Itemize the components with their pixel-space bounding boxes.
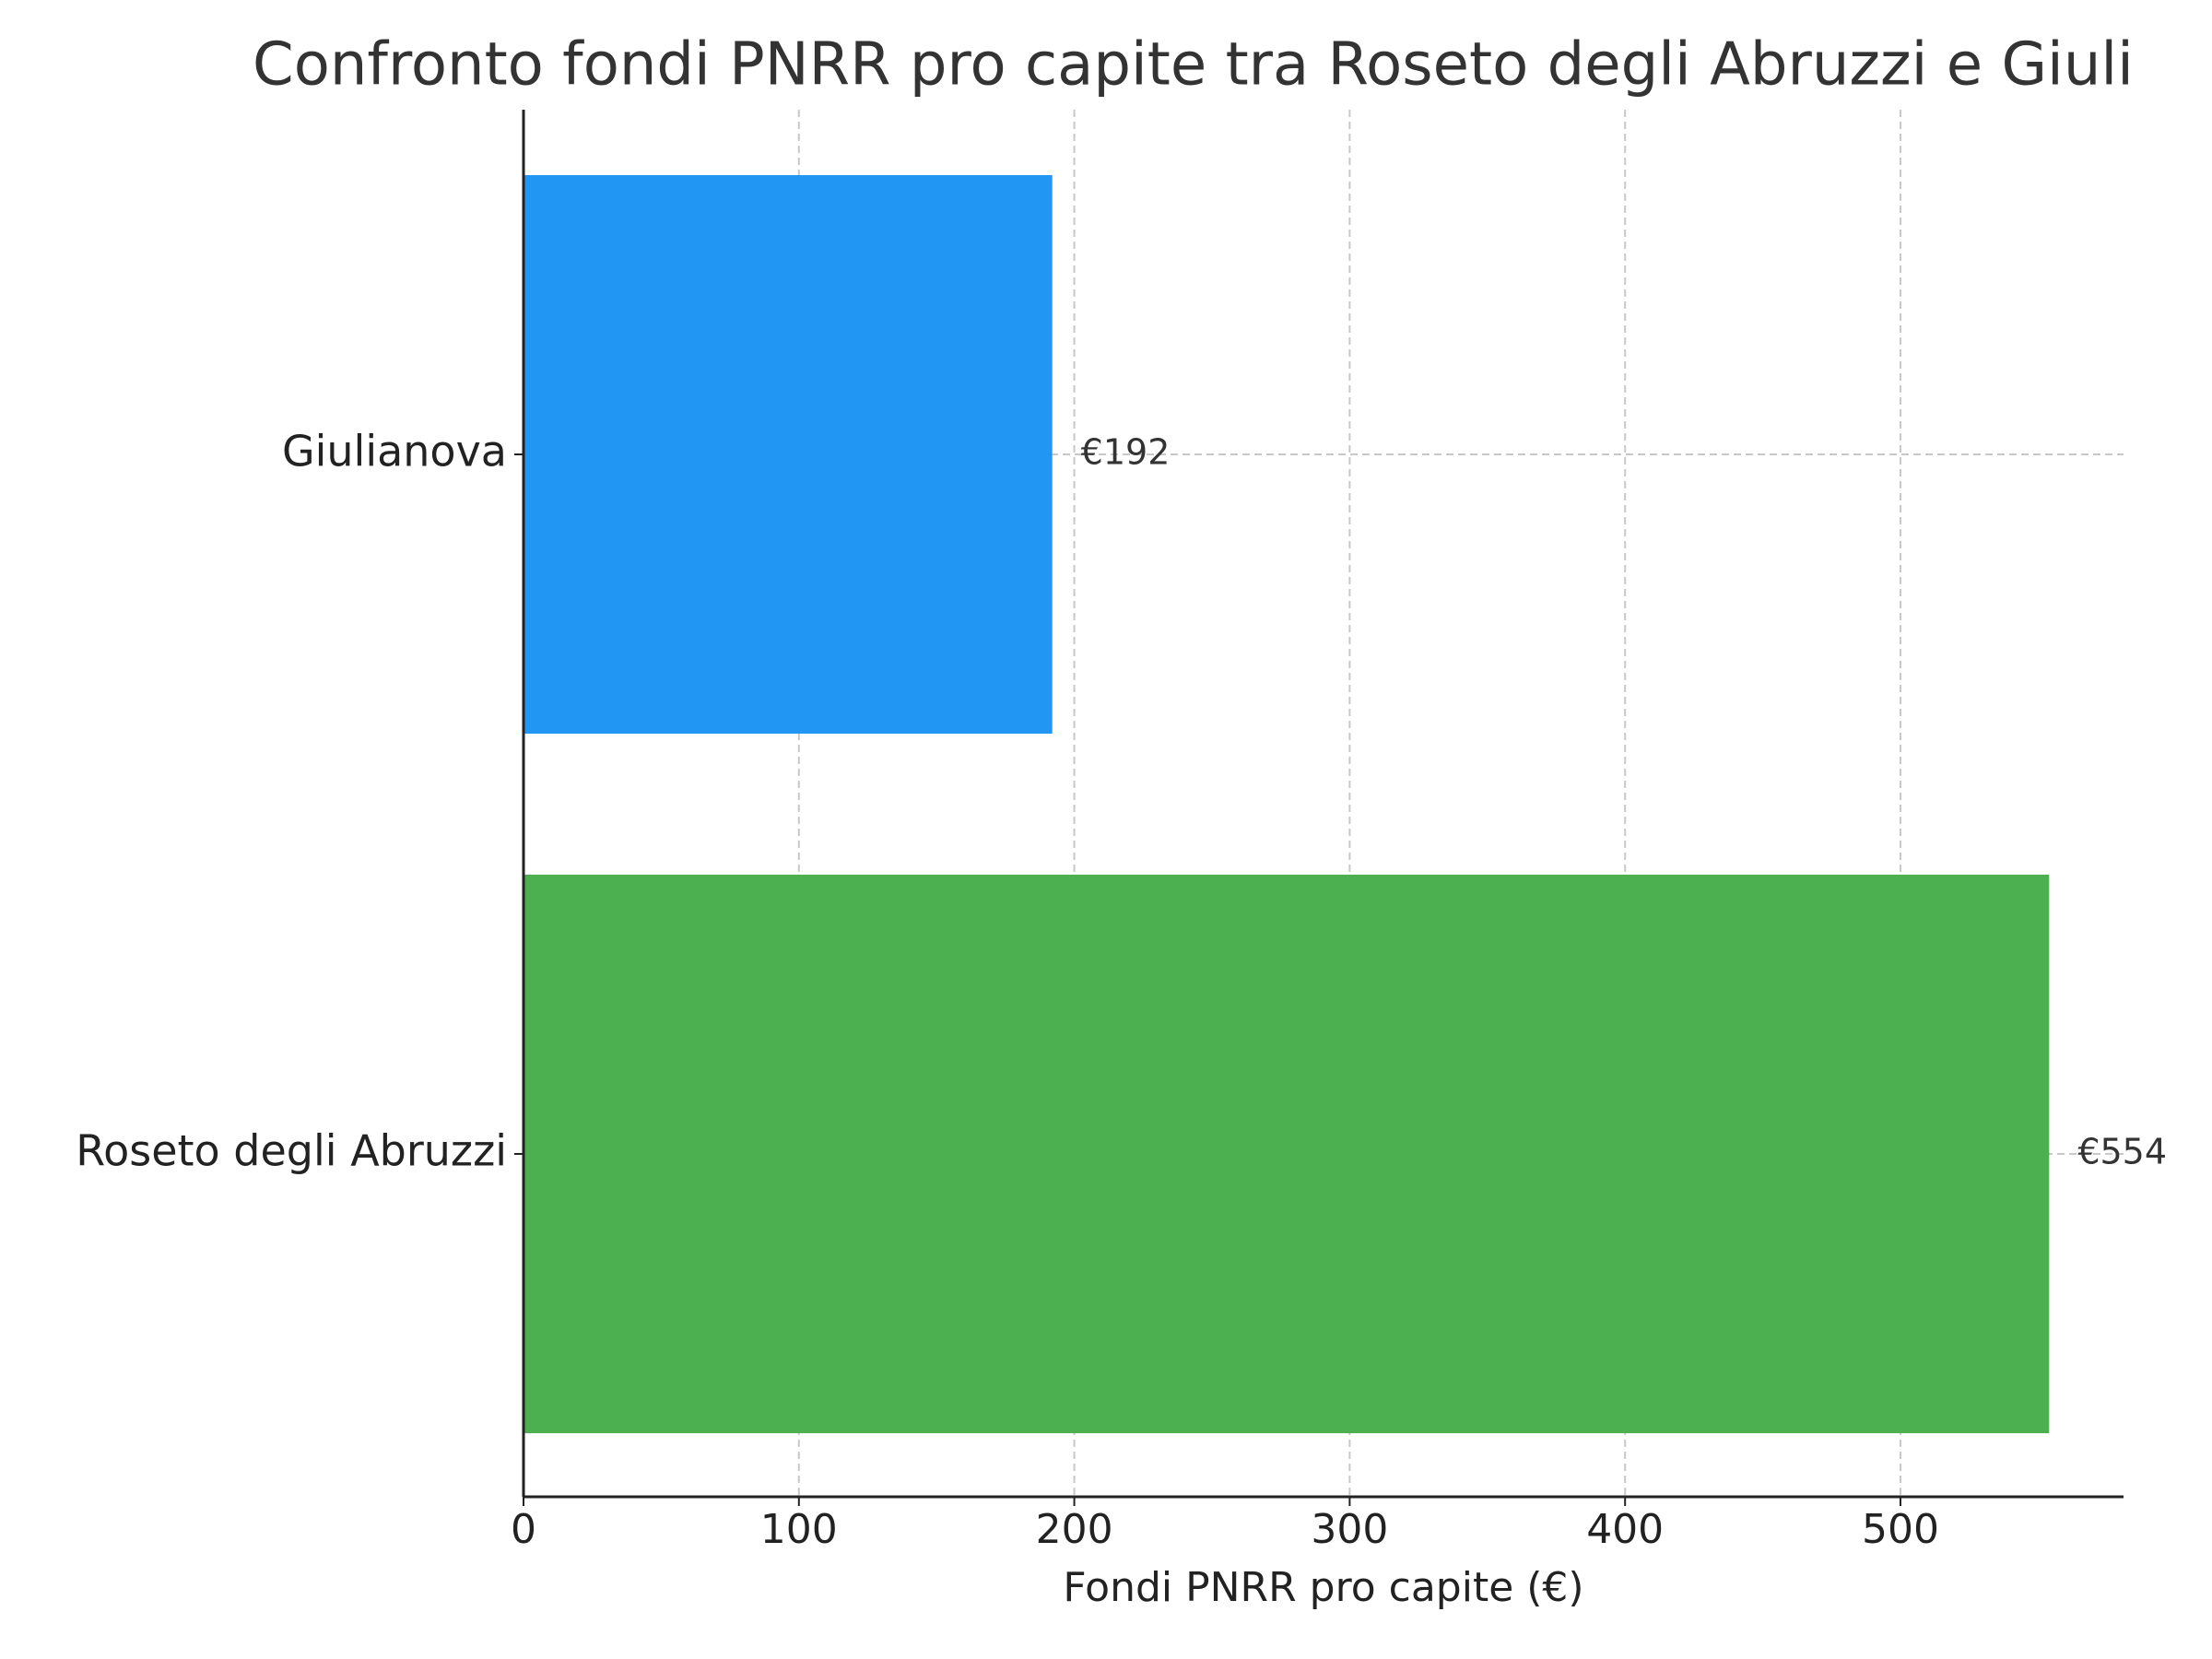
x-tick-label: 500 [1862,1506,1939,1553]
y-tick-label: Roseto degli Abruzzi [76,1126,507,1176]
x-tick-label: 100 [760,1506,838,1553]
axes: 0 100 200 300 400 500 Roseto degli Abruzzi Giul… [76,110,2124,1553]
bars: €554 €192 [524,175,2167,1433]
value-label: €192 [1081,432,1171,473]
x-tick-label: 300 [1311,1506,1388,1553]
x-tick-label: 200 [1036,1506,1113,1553]
y-tick-label: Giulianova [282,427,507,477]
bar [524,175,1053,734]
value-label: €554 [2077,1132,2167,1172]
chart-title: Confronto fondi PNRR pro capite tra Rose… [253,31,2134,100]
x-axis-label: Fondi PNRR pro capite (€) [1063,1564,1583,1611]
x-tick-label: 400 [1586,1506,1664,1553]
bar [524,875,2050,1433]
x-tick-label: 0 [511,1506,536,1553]
